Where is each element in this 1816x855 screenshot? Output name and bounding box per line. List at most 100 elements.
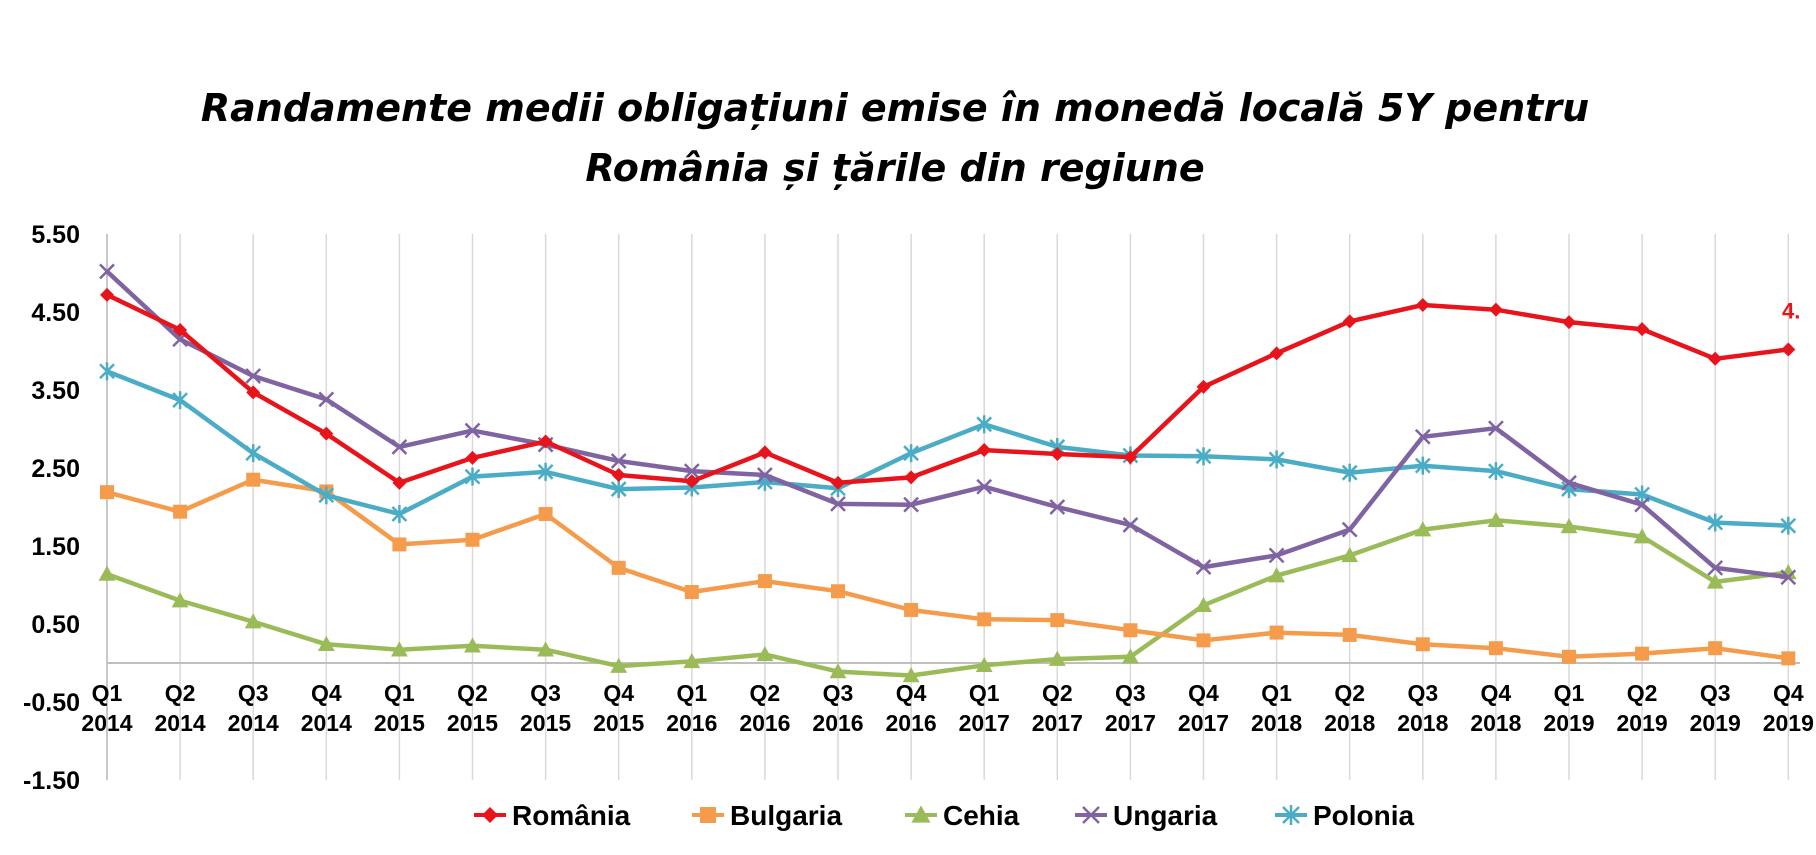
data-point-x (1561, 474, 1577, 491)
x-tick-label-quarter: Q1 (384, 680, 415, 706)
data-point-square (100, 485, 114, 500)
data-label-romania: 4. (1782, 298, 1800, 323)
legend-label: Bulgaria (730, 800, 842, 831)
data-point-star (1707, 513, 1724, 532)
data-point-star (391, 505, 408, 524)
data-point-triangle (537, 641, 554, 657)
x-tick-label-quarter: Q3 (530, 680, 561, 706)
data-point-triangle (756, 646, 774, 662)
x-tick-label-year: 2015 (593, 710, 644, 736)
data-point-square (173, 504, 188, 519)
data-point-diamond (831, 475, 845, 490)
x-tick-label-quarter: Q2 (1627, 680, 1658, 706)
data-point-x-stroke (830, 495, 846, 512)
legend-item-romania: România (474, 800, 631, 831)
data-point-x (976, 478, 993, 495)
data-point-diamond (1781, 342, 1796, 357)
data-point-x (391, 439, 408, 455)
data-point-square (700, 807, 716, 823)
data-point-square (1708, 641, 1723, 656)
data-point-square (831, 584, 845, 599)
data-point-triangle (464, 637, 481, 653)
data-point-x (318, 391, 335, 408)
data-point-star (976, 415, 993, 434)
y-tick-label: 3.50 (31, 377, 80, 405)
x-tick-label-quarter: Q2 (750, 680, 781, 706)
x-tick-label-quarter: Q3 (1700, 680, 1731, 706)
legend-label: Ungaria (1113, 800, 1218, 831)
data-point-triangle (1414, 521, 1432, 537)
data-point-diamond (1415, 297, 1430, 312)
data-point-diamond (392, 475, 407, 490)
data-point-x (1122, 517, 1139, 533)
data-point-diamond (1123, 450, 1138, 465)
data-point-diamond (977, 443, 992, 458)
x-tick-label-quarter: Q4 (896, 680, 927, 706)
data-point-star (99, 362, 115, 381)
x-tick-label-quarter: Q2 (1334, 680, 1365, 706)
data-point-x-stroke (757, 467, 773, 483)
x-tick-label-quarter: Q4 (603, 680, 634, 706)
data-point-diamond (1708, 351, 1723, 366)
data-point-x-stroke (245, 368, 262, 384)
data-point-x (1082, 806, 1100, 824)
x-tick-label-year: 2018 (1324, 710, 1375, 736)
data-point-square (757, 574, 772, 589)
data-point-x-stroke (1122, 517, 1139, 533)
x-tick-label-year: 2015 (520, 710, 571, 736)
x-tick-label-quarter: Q3 (823, 680, 854, 706)
data-point-square (1269, 625, 1284, 640)
x-tick-label-quarter: Q3 (238, 680, 269, 706)
data-point-x-stroke (683, 463, 700, 480)
x-tick-label-year: 2014 (155, 710, 206, 736)
data-point-x-stroke (903, 496, 919, 513)
data-point-square (611, 560, 626, 575)
data-point-square (904, 602, 919, 617)
data-point-triangle (1268, 567, 1285, 583)
data-point-square (246, 472, 261, 487)
data-point-x (1268, 547, 1285, 564)
data-point-diamond (482, 807, 498, 823)
data-annotations: 4. (1782, 298, 1800, 323)
x-tick-label-year: 2014 (228, 710, 279, 736)
x-tick-label-year: 2019 (1543, 710, 1594, 736)
x-tick-label-quarter: Q3 (1115, 680, 1146, 706)
x-tick-label-year: 2019 (1763, 710, 1814, 736)
data-point-x-stroke (99, 263, 115, 280)
x-tick-label-quarter: Q4 (311, 680, 342, 706)
data-point-diamond (173, 322, 188, 337)
series-bulgaria (100, 472, 1796, 666)
data-point-square (1196, 633, 1211, 648)
data-point-triangle (317, 635, 335, 651)
chart-title: Randamente medii obligațiuni emise în mo… (0, 78, 1790, 198)
data-point-diamond (611, 468, 626, 483)
data-point-square (1781, 651, 1796, 666)
data-point-triangle (391, 641, 408, 657)
data-point-triangle (1122, 648, 1139, 664)
x-tick-label-year: 2016 (739, 710, 790, 736)
x-tick-label-year: 2014 (81, 710, 132, 736)
data-point-square (1123, 623, 1138, 638)
x-tick-label-quarter: Q1 (969, 680, 1000, 706)
data-point-diamond (465, 450, 480, 465)
series-romania (100, 287, 1796, 490)
data-point-star (172, 391, 188, 410)
data-point-x (99, 263, 115, 280)
legend-label: Cehia (943, 800, 1020, 831)
x-tick-label-quarter: Q1 (676, 680, 707, 706)
data-point-triangle (1560, 518, 1578, 534)
data-point-x (245, 368, 262, 384)
data-point-triangle (98, 565, 116, 581)
x-tick-label-year: 2019 (1690, 710, 1741, 736)
x-tick-label-year: 2016 (812, 710, 863, 736)
legend: România Bulgaria Cehia Ungaria Polonia (474, 800, 1415, 831)
data-point-diamond (1342, 314, 1357, 329)
series-ungaria (99, 263, 1797, 586)
y-tick-label: 2.50 (31, 455, 80, 483)
series-lines (98, 263, 1797, 683)
data-point-x (1634, 496, 1650, 513)
data-point-star (1488, 462, 1504, 481)
data-point-diamond (684, 474, 699, 489)
data-point-triangle (975, 656, 993, 673)
